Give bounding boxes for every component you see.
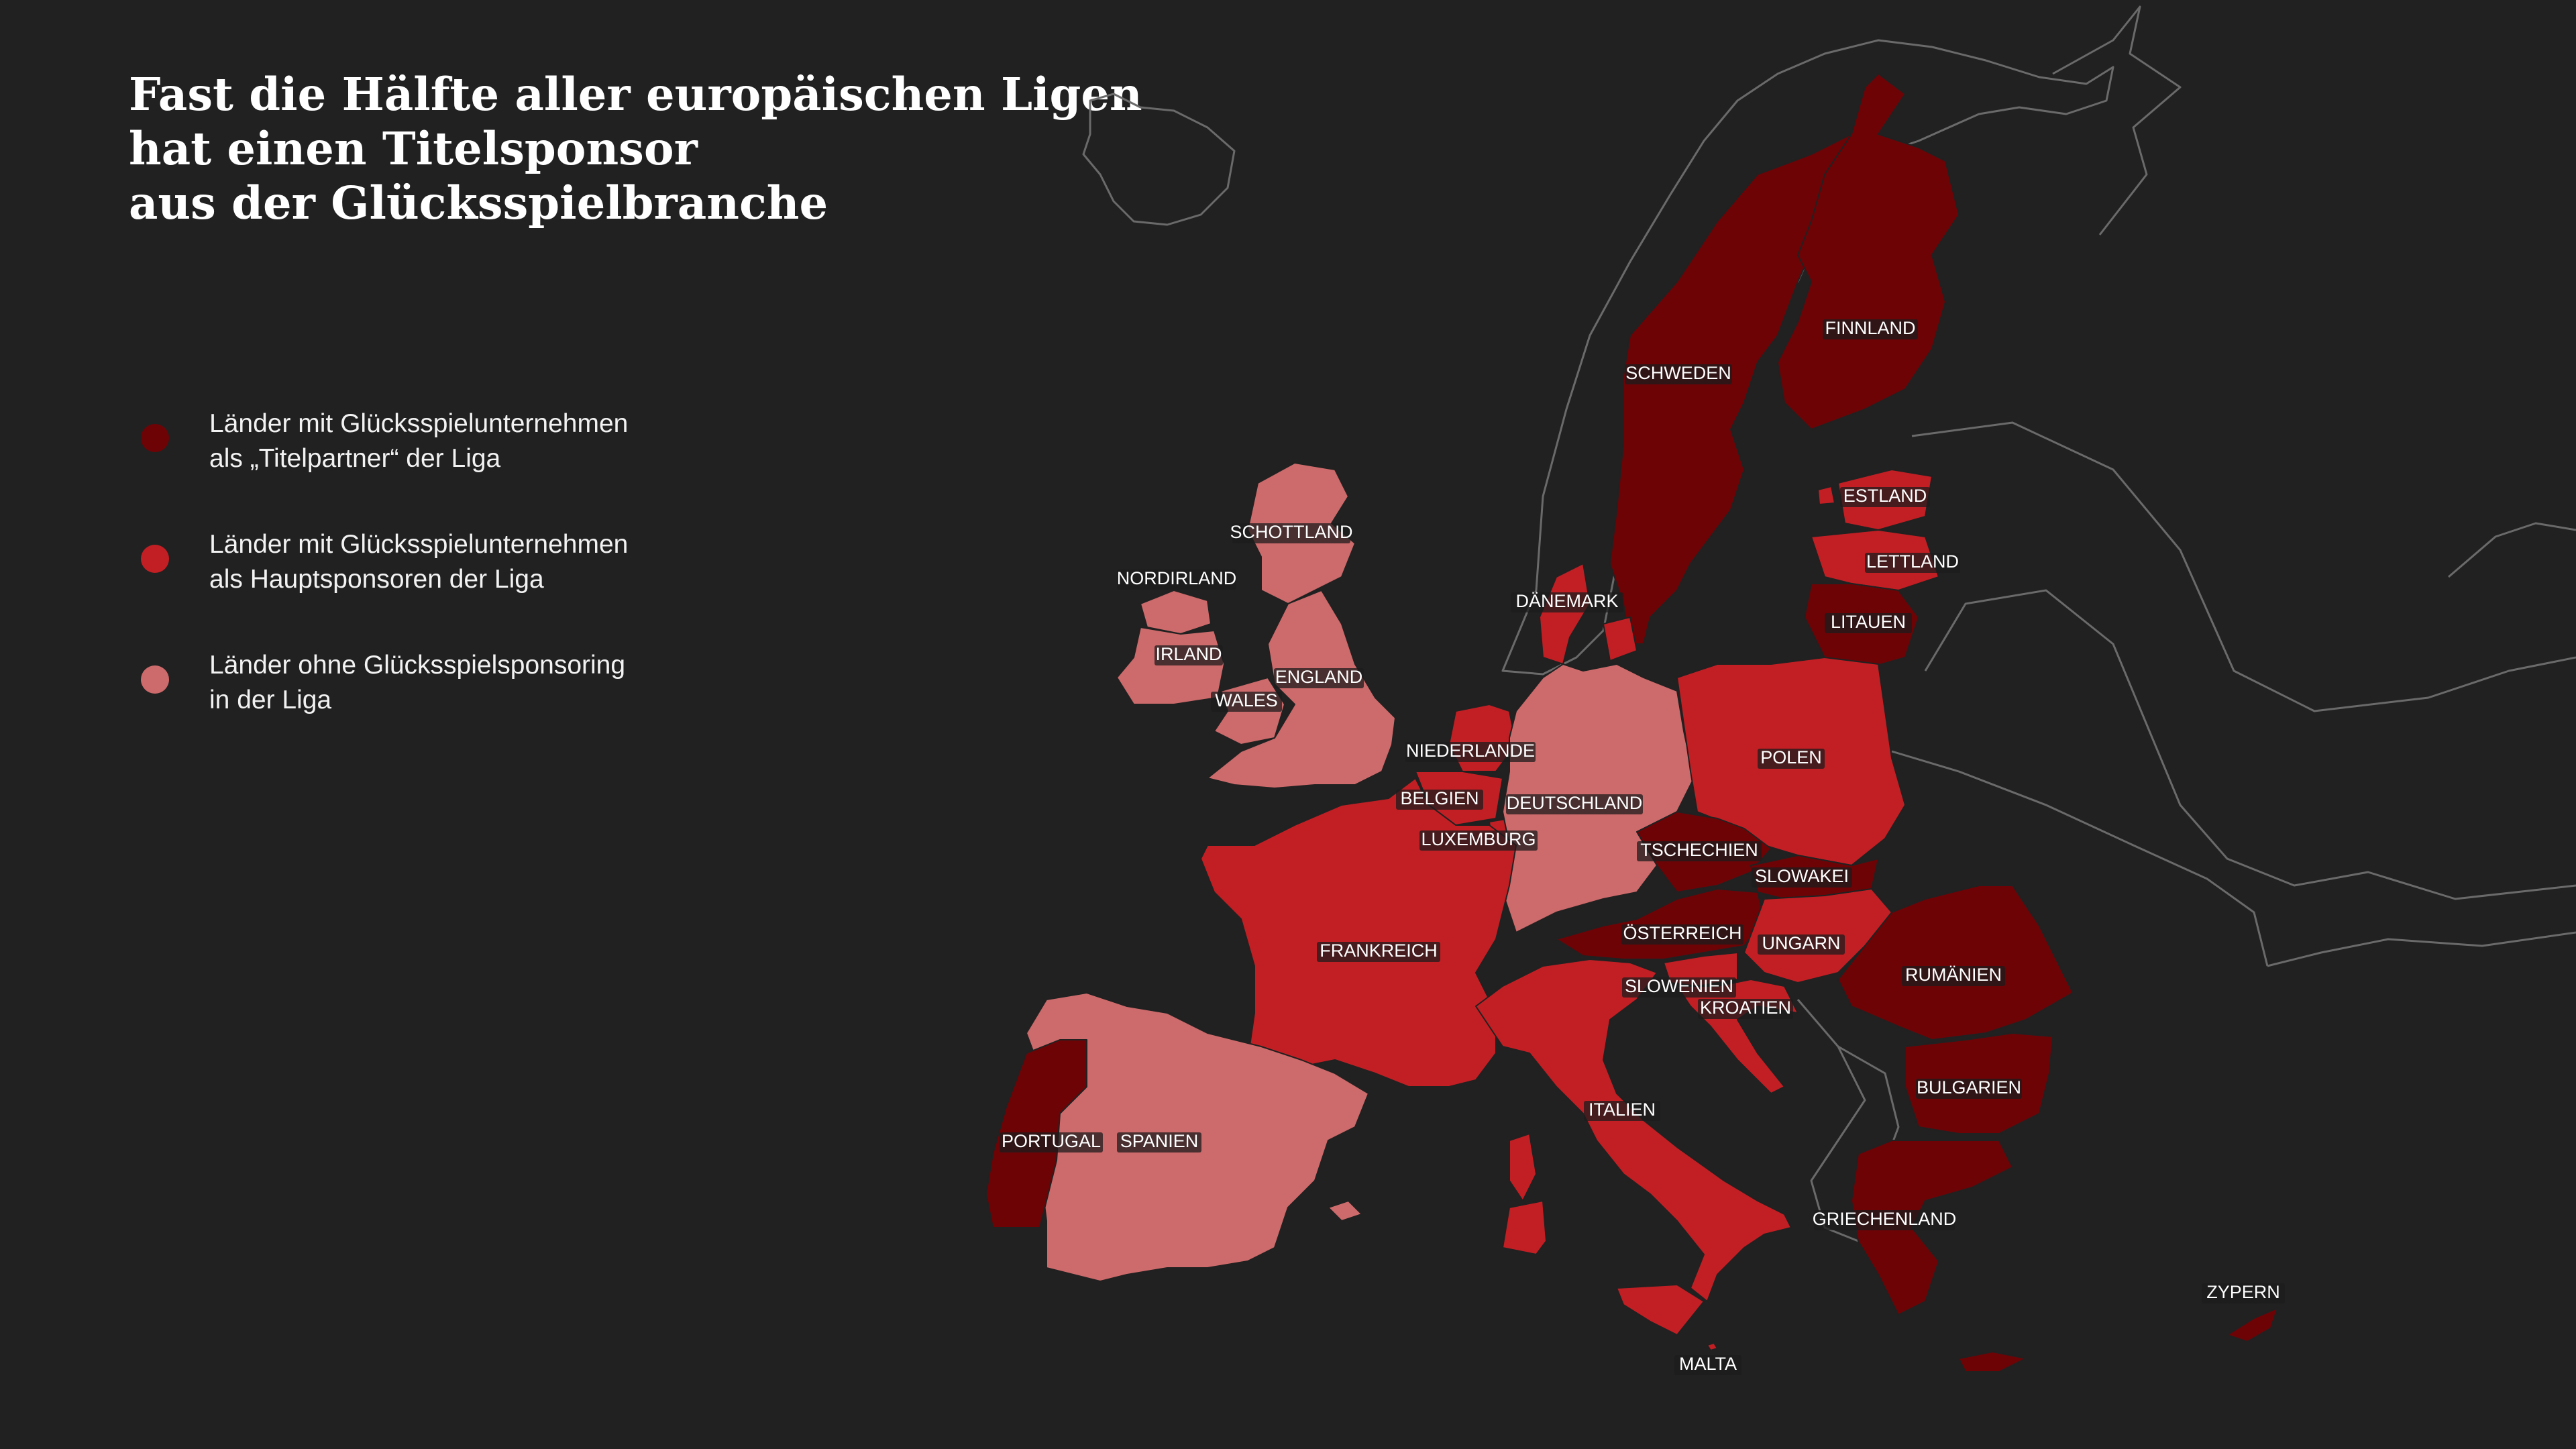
label-text-niederlande: NIEDERLANDE <box>1406 741 1535 761</box>
label-polen: POLEN <box>1758 747 1825 769</box>
label-text-deutschland: DEUTSCHLAND <box>1507 793 1643 813</box>
country-rumaenien[interactable] <box>1837 885 2074 1040</box>
label-text-malta: MALTA <box>1679 1354 1737 1374</box>
label-text-litauen: LITAUEN <box>1831 612 1906 632</box>
label-malta: MALTA <box>1674 1354 1741 1375</box>
label-bulgarien: BULGARIEN <box>1916 1077 2022 1099</box>
country-irland[interactable] <box>1116 627 1225 705</box>
label-text-slowakei: SLOWAKEI <box>1755 866 1849 886</box>
label-text-rumaenien: RUMÄNIEN <box>1905 965 2002 985</box>
label-text-frankreich: FRANKREICH <box>1320 941 1438 961</box>
label-tschechien: TSCHECHIEN <box>1637 840 1762 861</box>
label-text-polen: POLEN <box>1760 747 1822 767</box>
countries <box>985 73 2278 1373</box>
label-portugal: PORTUGAL <box>1000 1131 1103 1152</box>
label-luxemburg: LUXEMBURG <box>1419 829 1538 851</box>
legend-label-line-2: in der Liga <box>209 686 332 714</box>
country-griechenland[interactable] <box>1851 1140 2027 1373</box>
legend-label-line-1: Länder mit Glücksspielunternehmen <box>209 409 629 438</box>
label-text-ungarn: UNGARN <box>1762 933 1840 953</box>
label-text-kroatien: KROATIEN <box>1700 998 1791 1018</box>
russia-kola-outline <box>2052 5 2182 235</box>
label-england: ENGLAND <box>1274 667 1364 688</box>
country-england[interactable] <box>1207 590 1396 789</box>
country-zypern[interactable] <box>2226 1307 2278 1342</box>
label-text-daenemark: DÄNEMARK <box>1515 591 1618 611</box>
label-lettland: LETTLAND <box>1865 551 1960 573</box>
country-labels: SCHOTTLAND NORDIRLAND IRLAND ENGLAND WAL… <box>1000 318 2285 1375</box>
country-schweden[interactable] <box>1609 133 1899 645</box>
country-finnland[interactable] <box>1777 73 1960 430</box>
legend-dot-titelpartner <box>141 424 169 452</box>
label-text-portugal: PORTUGAL <box>1002 1131 1101 1151</box>
label-text-zypern: ZYPERN <box>2206 1282 2280 1302</box>
legend-dot-ohne <box>141 665 169 694</box>
label-griechenland: GRIECHENLAND <box>1813 1209 1957 1230</box>
label-text-oesterreich: ÖSTERREICH <box>1623 923 1741 943</box>
label-text-irland: IRLAND <box>1155 644 1222 664</box>
label-irland: IRLAND <box>1155 644 1223 665</box>
label-schweden: SCHWEDEN <box>1625 363 1732 384</box>
label-text-spanien: SPANIEN <box>1120 1131 1199 1151</box>
title-line-1: Fast die Hälfte aller europäischen Ligen <box>129 68 1142 121</box>
legend-label-titelpartner: Länder mit Glücksspielunternehmen als „T… <box>209 407 628 476</box>
label-wales: WALES <box>1211 690 1282 712</box>
country-estland-islands <box>1817 486 1835 505</box>
country-italien[interactable] <box>1475 959 1792 1336</box>
legend-dot-hauptsponsor <box>141 545 169 573</box>
label-ungarn: UNGARN <box>1758 933 1845 955</box>
label-text-schottland: SCHOTTLAND <box>1230 522 1352 542</box>
eastern-europe-outline <box>1891 421 2576 967</box>
label-deutschland: DEUTSCHLAND <box>1506 793 1643 814</box>
label-text-slowenien: SLOWENIEN <box>1625 976 1733 996</box>
label-schottland: SCHOTTLAND <box>1230 522 1353 543</box>
label-niederlande: NIEDERLANDE <box>1405 741 1536 762</box>
label-belgien: BELGIEN <box>1396 788 1483 810</box>
label-text-belgien: BELGIEN <box>1400 788 1479 808</box>
legend-label-line-1: Länder ohne Glücksspielsponsoring <box>209 651 626 680</box>
legend-label-line-1: Länder mit Glücksspielunternehmen <box>209 530 629 559</box>
country-malta[interactable] <box>1707 1342 1718 1351</box>
label-text-griechenland: GRIECHENLAND <box>1813 1209 1957 1229</box>
label-frankreich: FRANKREICH <box>1317 941 1440 962</box>
label-text-wales: WALES <box>1215 690 1278 710</box>
label-slowenien: SLOWENIEN <box>1622 976 1736 998</box>
legend-label-line-2: als „Titelpartner“ der Liga <box>209 444 501 473</box>
label-text-bulgarien: BULGARIEN <box>1917 1077 2021 1097</box>
label-estland: ESTLAND <box>1840 486 1930 507</box>
label-kroatien: KROATIEN <box>1698 998 1793 1019</box>
label-text-italien: ITALIEN <box>1589 1099 1656 1120</box>
label-text-luxemburg: LUXEMBURG <box>1421 829 1536 849</box>
label-text-nordirland: NORDIRLAND <box>1117 568 1237 588</box>
label-text-tschechien: TSCHECHIEN <box>1640 840 1758 860</box>
label-spanien: SPANIEN <box>1117 1131 1201 1152</box>
label-text-finnland: FINNLAND <box>1825 318 1915 338</box>
label-finnland: FINNLAND <box>1823 318 1918 339</box>
label-litauen: LITAUEN <box>1825 612 1912 633</box>
label-nordirland: NORDIRLAND <box>1117 568 1237 590</box>
legend-label-ohne: Länder ohne Glücksspielsponsoring in der… <box>209 648 625 718</box>
title-line-2: hat einen Titelsponsor <box>129 122 698 175</box>
label-rumaenien: RUMÄNIEN <box>1902 965 2005 986</box>
iceland-outline <box>1082 93 1236 226</box>
label-slowakei: SLOWAKEI <box>1752 866 1852 888</box>
label-zypern: ZYPERN <box>2202 1282 2285 1303</box>
label-text-schweden: SCHWEDEN <box>1625 363 1731 383</box>
label-text-estland: ESTLAND <box>1843 486 1927 506</box>
country-daenemark[interactable] <box>1539 563 1638 665</box>
country-frankreich[interactable] <box>1200 777 1537 1201</box>
title-line-3: aus der Glücksspielbranche <box>129 176 828 229</box>
legend-label-hauptsponsor: Länder mit Glücksspielunternehmen als Ha… <box>209 527 628 597</box>
map-title: Fast die Hälfte aller europäischen Ligen… <box>129 67 1142 230</box>
label-oesterreich: ÖSTERREICH <box>1621 923 1743 945</box>
label-text-lettland: LETTLAND <box>1866 551 1959 572</box>
label-daenemark: DÄNEMARK <box>1511 591 1623 612</box>
legend-label-line-2: als Hauptsponsoren der Liga <box>209 565 544 594</box>
country-nordirland[interactable] <box>1140 590 1212 635</box>
label-text-england: ENGLAND <box>1275 667 1363 687</box>
label-italien: ITALIEN <box>1584 1099 1660 1121</box>
